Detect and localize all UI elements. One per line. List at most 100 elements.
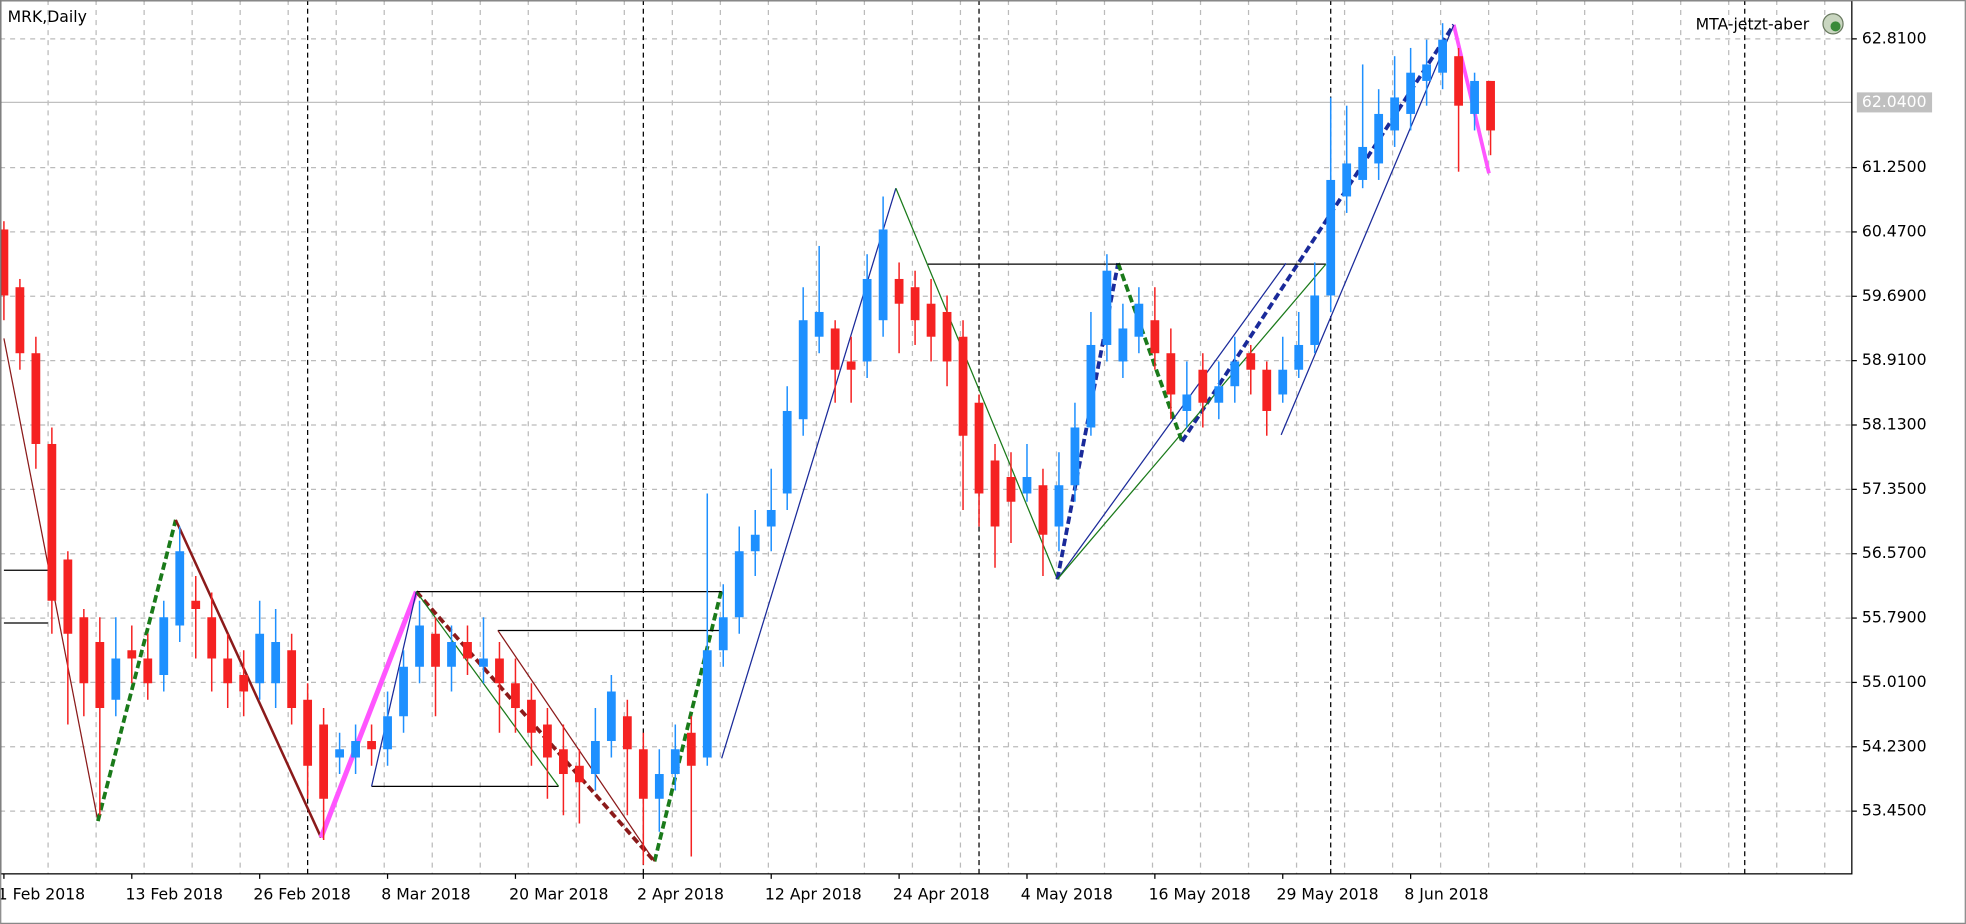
overlay-line [895,187,1058,580]
candle-body [638,749,648,799]
bid-label: 62.0400 [1862,92,1927,111]
candle-body [1102,270,1112,345]
candle-body [1310,295,1320,345]
candle-body [47,443,57,601]
candle-body [926,303,936,337]
indicator-icon-dot [1830,21,1841,32]
candle-body [1358,146,1368,180]
overlay-line [370,591,417,787]
overlay-line [174,519,323,839]
candle-body [527,699,536,733]
candle-body [670,749,680,775]
candle-body [575,765,584,783]
candle-body [271,642,281,684]
candle-body [814,311,824,337]
candle-body [734,551,744,618]
x-tick-label: 2 Apr 2018 [637,885,724,904]
candle-body [1470,80,1479,114]
candle-body [1038,485,1048,535]
candle-body [1406,72,1416,114]
candle-body [1182,394,1192,411]
y-tick-label: 55.7900 [1862,608,1927,627]
y-tick-label: 54.2300 [1862,736,1927,755]
y-tick-label: 60.4700 [1862,221,1927,240]
axes: 62.8100 61.2500 60.4700 59.6900 58.9100 58.13… [0,28,1933,904]
x-tick-label: 26 Feb 2018 [253,885,350,904]
candle-body [686,732,696,766]
y-tick-label: 56.5700 [1862,543,1927,562]
candle-body [1262,369,1272,411]
candle-body [1118,328,1128,362]
overlay-line [1056,263,1327,580]
candle-body [1326,179,1336,296]
candle-body [750,534,760,552]
candle-body [1294,344,1304,370]
candle-body [63,559,73,634]
candle-body [1422,64,1432,81]
overlay-line [1180,23,1456,443]
x-tick-label: 4 May 2018 [1021,885,1113,904]
candle-body [383,716,392,750]
candle-body [127,650,137,659]
candle-body [702,650,712,758]
candle-body [143,658,153,684]
y-tick-label: 59.6900 [1862,286,1927,305]
overlay-line [1280,24,1455,436]
candle-body [367,741,376,750]
candle-body [766,509,776,527]
candle-body [1150,320,1160,354]
candle-body [1486,80,1495,131]
x-tick-label: 24 Apr 2018 [893,885,990,904]
candle-body [654,774,664,799]
candle-body [1006,476,1016,502]
candle-body [1070,427,1080,486]
y-tick-label: 55.0100 [1862,672,1927,691]
y-tick-label: 62.8100 [1862,28,1927,47]
candle-body [543,724,552,758]
candle-body [798,320,808,420]
candle-body [958,336,968,436]
candle-body [1438,39,1447,73]
candle-body [1454,56,1463,106]
overlay-line [1056,262,1287,580]
indicator-label: MTA-jetzt-aber [1696,15,1810,34]
candle-body [111,658,121,700]
candle-body [606,691,616,742]
x-tick-label: 16 May 2018 [1149,885,1251,904]
candle-body [990,460,1000,527]
x-tick-label: 13 Feb 2018 [126,885,223,904]
candle-body [495,658,504,684]
candle-body [511,683,520,709]
x-tick-label: 29 May 2018 [1276,885,1378,904]
candle-body [942,311,952,362]
candle-body [559,749,568,775]
candle-body [95,642,105,709]
candle-body [31,353,41,444]
candle-body [878,229,888,321]
chart-title: MRK,Daily [8,7,87,26]
y-tick-label: 53.4500 [1862,801,1927,820]
x-tick-label: 20 Mar 2018 [509,885,608,904]
candle-body [862,278,872,362]
candle-body [15,287,25,354]
candle-body [431,633,440,667]
candle-body [415,625,424,667]
candle-body [191,600,201,609]
candle-body [463,642,472,659]
candle-body [1230,361,1240,387]
candle-body [0,229,9,296]
grid [0,0,1852,874]
candle-body [830,328,840,370]
candle-body [1022,476,1032,494]
overlay-line [318,590,419,839]
candle-body [479,658,488,667]
candle-body [287,650,297,709]
candle-body [335,749,344,758]
x-tick-label: 1 Feb 2018 [0,885,85,904]
candles [0,23,1495,865]
candle-body [1054,485,1064,527]
candle-body [1086,344,1096,428]
bid-box [1856,92,1933,113]
candle-body [1198,369,1208,403]
